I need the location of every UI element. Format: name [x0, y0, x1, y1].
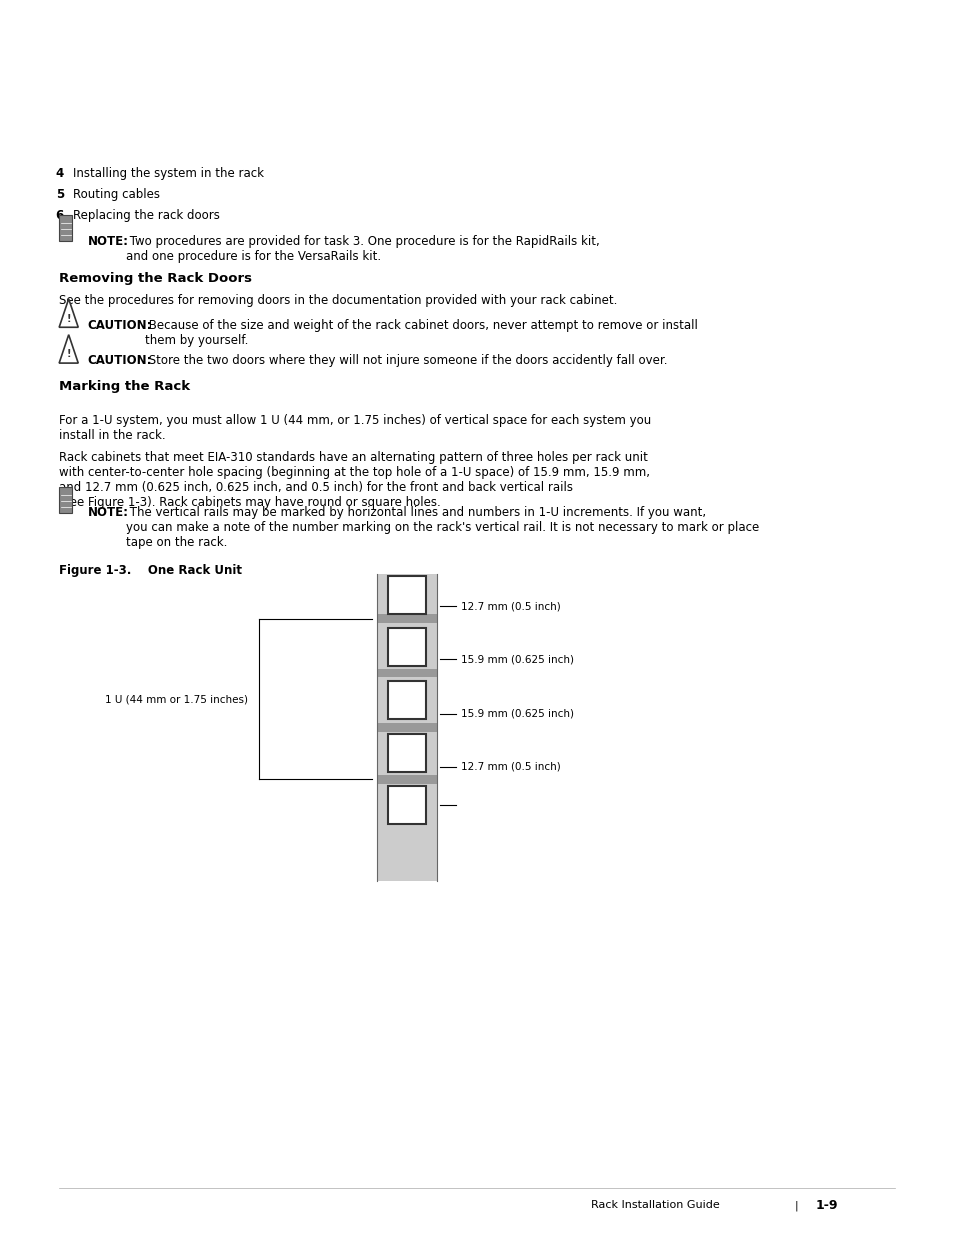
Text: Removing the Rack Doors: Removing the Rack Doors [59, 272, 252, 285]
Text: 1 U (44 mm or 1.75 inches): 1 U (44 mm or 1.75 inches) [105, 694, 248, 704]
Bar [387, 734, 425, 773]
Text: Replacing the rack doors: Replacing the rack doors [73, 209, 220, 222]
Bar [376, 724, 436, 731]
Text: CAUTION:: CAUTION: [88, 354, 152, 368]
Text: 12.7 mm (0.5 inch): 12.7 mm (0.5 inch) [460, 601, 560, 611]
Polygon shape [59, 335, 78, 363]
Text: Two procedures are provided for task 3. One procedure is for the RapidRails kit,: Two procedures are provided for task 3. … [126, 235, 599, 263]
Text: The vertical rails may be marked by horizontal lines and numbers in 1-U incremen: The vertical rails may be marked by hori… [126, 506, 759, 550]
Bar [387, 682, 425, 719]
Bar [376, 776, 436, 784]
Text: Because of the size and weight of the rack cabinet doors, never attempt to remov: Because of the size and weight of the ra… [145, 319, 698, 347]
Text: Figure 1-3.    One Rack Unit: Figure 1-3. One Rack Unit [59, 564, 242, 578]
Text: NOTE:: NOTE: [88, 235, 129, 248]
Text: |: | [794, 1200, 798, 1210]
Text: Installing the system in the rack: Installing the system in the rack [73, 167, 264, 180]
Text: !: ! [67, 314, 71, 324]
Text: 6: 6 [55, 209, 64, 222]
Text: NOTE:: NOTE: [88, 506, 129, 520]
Polygon shape [59, 299, 78, 327]
Text: 1-9: 1-9 [815, 1199, 838, 1212]
Text: Marking the Rack: Marking the Rack [59, 380, 190, 394]
Bar [387, 629, 425, 667]
Bar [59, 487, 72, 513]
Text: Routing cables: Routing cables [73, 188, 160, 201]
Bar [376, 615, 436, 622]
Bar [387, 576, 425, 614]
Text: Store the two doors where they will not injure someone if the doors accidently f: Store the two doors where they will not … [145, 354, 667, 368]
Text: Rack cabinets that meet EIA-310 standards have an alternating pattern of three h: Rack cabinets that meet EIA-310 standard… [59, 451, 649, 509]
Text: 15.9 mm (0.625 inch): 15.9 mm (0.625 inch) [460, 709, 573, 719]
Bar [376, 669, 436, 677]
Text: 12.7 mm (0.5 inch): 12.7 mm (0.5 inch) [460, 762, 560, 772]
Text: 4: 4 [55, 167, 64, 180]
Bar [387, 787, 425, 825]
Text: Rack Installation Guide: Rack Installation Guide [591, 1200, 720, 1210]
Text: For a 1-U system, you must allow 1 U (44 mm, or 1.75 inches) of vertical space f: For a 1-U system, you must allow 1 U (44… [59, 414, 651, 442]
Text: 15.9 mm (0.625 inch): 15.9 mm (0.625 inch) [460, 655, 573, 664]
Text: !: ! [67, 350, 71, 359]
Bar [376, 574, 436, 881]
Text: CAUTION:: CAUTION: [88, 319, 152, 332]
Bar [59, 215, 72, 241]
Text: 5: 5 [55, 188, 64, 201]
Text: See the procedures for removing doors in the documentation provided with your ra: See the procedures for removing doors in… [59, 294, 617, 308]
